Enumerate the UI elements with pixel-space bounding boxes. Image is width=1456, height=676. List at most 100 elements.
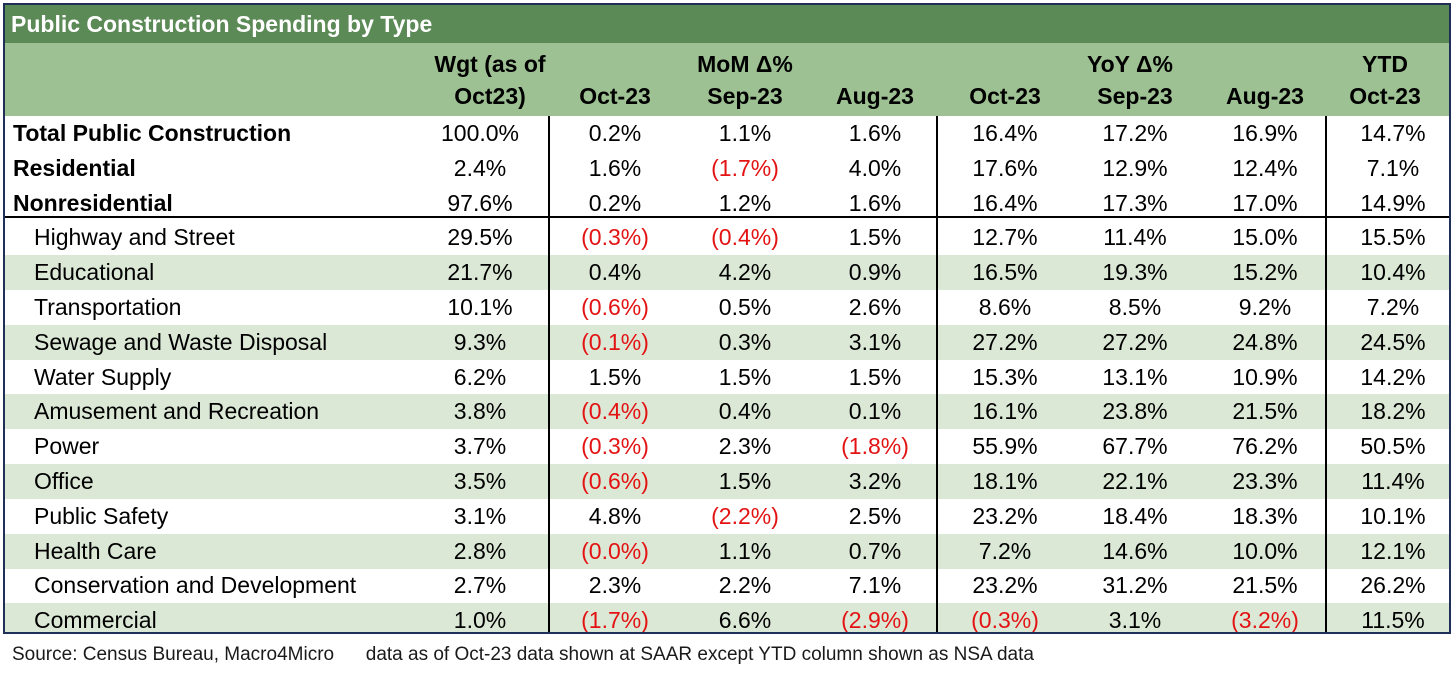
value-cell: (3.2%): [1231, 607, 1299, 634]
mom-col-header: Aug-23: [836, 83, 914, 109]
yoy-col-header: Oct-23: [969, 83, 1041, 109]
row-label: Health Care: [34, 537, 157, 564]
value-cell: 18.1%: [972, 468, 1038, 494]
value-cell: (0.4%): [581, 398, 649, 425]
value-cell: 14.9%: [1360, 189, 1426, 216]
row-label: Conservation and Development: [34, 572, 357, 599]
value-cell: 8.5%: [1108, 294, 1162, 320]
row-label: Sewage and Waste Disposal: [34, 328, 328, 355]
value-cell: 10.1%: [1360, 502, 1426, 529]
value-cell: (1.7%): [711, 154, 779, 181]
value-cell: (0.0%): [581, 537, 649, 564]
value-cell: 16.1%: [972, 398, 1038, 425]
value-cell: 11.4%: [1361, 468, 1425, 494]
ytd-group-header: YTD: [1362, 51, 1408, 77]
row-label: Residential: [13, 154, 136, 181]
row-label: Commercial: [34, 607, 157, 634]
value-cell: 0.5%: [718, 294, 772, 320]
value-cell: 23.3%: [1232, 468, 1298, 494]
value-cell: (1.8%): [841, 433, 909, 460]
weight-header-line2: Oct23): [454, 83, 526, 109]
table-row: Educational 21.7% 0.4% 4.2% 0.9% 16.5% 19.3% 15…: [5, 255, 1449, 291]
value-cell: 3.7%: [453, 433, 507, 460]
value-cell: 3.1%: [453, 502, 507, 529]
value-cell: 16.4%: [972, 120, 1038, 146]
value-cell: 1.0%: [453, 607, 507, 634]
row-label: Amusement and Recreation: [34, 398, 320, 425]
value-cell: 0.4%: [718, 398, 772, 425]
value-cell: 1.1%: [718, 537, 772, 564]
value-cell: 55.9%: [972, 433, 1038, 460]
value-cell: 17.0%: [1232, 189, 1298, 216]
value-cell: (2.2%): [711, 502, 779, 529]
value-cell: 15.0%: [1232, 224, 1298, 251]
table-row: Conservation and Development 2.7% 2.3% 2.2%…: [5, 568, 1449, 603]
value-cell: 15.2%: [1232, 259, 1298, 286]
value-cell: 2.2%: [718, 572, 772, 599]
value-cell: 1.5%: [588, 363, 642, 390]
value-cell: 12.1%: [1360, 537, 1426, 564]
value-cell: 1.6%: [588, 154, 642, 181]
value-cell: 10.0%: [1232, 537, 1298, 564]
table-row: Sewage and Waste Disposal 9.3% (0.1%) 0.3% 3…: [5, 324, 1449, 360]
value-cell: 7.2%: [978, 537, 1032, 564]
value-cell: 11.4%: [1103, 224, 1167, 251]
value-cell: 100.0%: [440, 120, 519, 146]
column-divider: [936, 116, 938, 632]
value-cell: 23.8%: [1102, 398, 1168, 425]
value-cell: 21.5%: [1232, 572, 1298, 599]
value-cell: (2.9%): [841, 607, 909, 634]
value-cell: 27.2%: [972, 328, 1038, 355]
value-cell: 31.2%: [1102, 572, 1168, 599]
row-label: Total Public Construction: [13, 120, 292, 146]
value-cell: 12.4%: [1232, 154, 1298, 181]
value-cell: 1.1%: [718, 120, 772, 146]
value-cell: 76.2%: [1232, 433, 1298, 460]
value-cell: 0.2%: [588, 120, 642, 146]
value-cell: 3.2%: [848, 468, 902, 494]
value-cell: 16.4%: [972, 189, 1038, 216]
column-divider: [548, 116, 550, 632]
value-cell: 13.1%: [1102, 363, 1168, 390]
value-cell: 7.1%: [848, 572, 902, 599]
value-cell: (0.4%): [711, 224, 779, 251]
value-cell: 0.3%: [718, 328, 772, 355]
value-cell: (0.6%): [581, 294, 649, 320]
row-label: Transportation: [34, 294, 182, 320]
table-row: Power 3.7% (0.3%) 2.3% (1.8%) 55.9% 67.7% 76.2%…: [5, 429, 1449, 464]
value-cell: 1.5%: [718, 468, 772, 494]
value-cell: 6.2%: [453, 363, 507, 390]
value-cell: 24.8%: [1232, 328, 1298, 355]
value-cell: 3.8%: [453, 398, 507, 425]
value-cell: 17.3%: [1102, 189, 1168, 216]
value-cell: 12.9%: [1102, 154, 1168, 181]
value-cell: 11.5%: [1361, 607, 1425, 634]
value-cell: (0.1%): [581, 328, 649, 355]
value-cell: 10.9%: [1232, 363, 1298, 390]
table-row: Office 3.5% (0.6%) 1.5% 3.2% 18.1% 22.1% 23.3% 1…: [5, 464, 1449, 499]
value-cell: 0.9%: [848, 259, 902, 286]
value-cell: 22.1%: [1102, 468, 1168, 494]
value-cell: 2.8%: [453, 537, 507, 564]
value-cell: 50.5%: [1360, 433, 1426, 460]
value-cell: 23.2%: [972, 502, 1038, 529]
row-label: Nonresidential: [13, 189, 173, 216]
value-cell: 9.3%: [453, 328, 507, 355]
table-row: Health Care 2.8% (0.0%) 1.1% 0.7% 7.2% 14.6% 10…: [5, 533, 1449, 569]
value-cell: 19.3%: [1102, 259, 1168, 286]
table-row: Transportation 10.1% (0.6%) 0.5% 2.6% 8.6% 8.5…: [5, 290, 1449, 325]
value-cell: 0.2%: [588, 189, 642, 216]
value-cell: (0.6%): [581, 468, 649, 494]
row-label: Water Supply: [34, 363, 172, 390]
value-cell: 4.2%: [718, 259, 772, 286]
row-label: Power: [34, 433, 100, 460]
table-title: Public Construction Spending by Type: [5, 5, 1449, 43]
value-cell: 21.7%: [447, 259, 513, 286]
value-cell: (1.7%): [581, 607, 649, 634]
value-cell: 0.7%: [848, 537, 902, 564]
value-cell: 67.7%: [1102, 433, 1168, 460]
value-cell: 14.7%: [1360, 120, 1426, 146]
value-cell: 16.9%: [1232, 120, 1298, 146]
value-cell: 7.1%: [1366, 154, 1420, 181]
value-cell: 3.1%: [1108, 607, 1162, 634]
